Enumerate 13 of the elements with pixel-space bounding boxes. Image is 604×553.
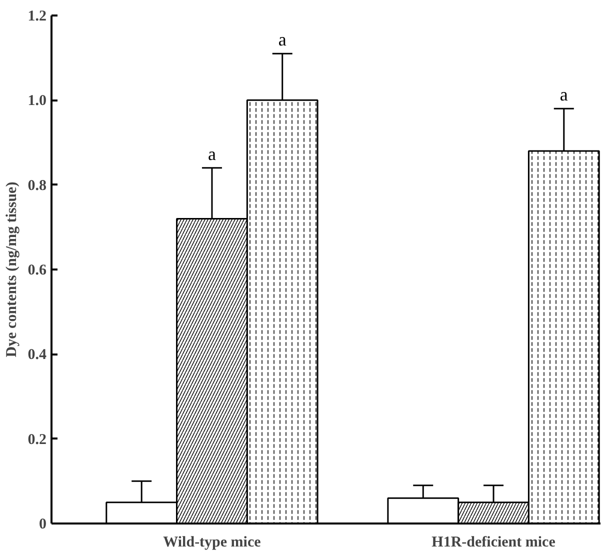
- x-tick-label: Wild-type mice: [163, 534, 262, 550]
- y-tick-label: 0: [39, 516, 46, 532]
- y-tick-label: 0.8: [28, 178, 46, 194]
- annotation: a: [278, 30, 286, 50]
- y-tick-label: 0.4: [28, 347, 47, 364]
- y-tick-label: 1.0: [28, 93, 46, 110]
- x-tick-label: H1R-deficient mice: [432, 534, 556, 550]
- y-tick-label: 1.2: [28, 8, 46, 24]
- annotation: a: [208, 144, 216, 164]
- y-tick-label: 0.2: [28, 432, 46, 448]
- y-tick-label: 0.6: [28, 262, 47, 278]
- y-axis-title: Dye contents (ng/mg tissue): [4, 182, 20, 358]
- annotation: a: [560, 84, 568, 105]
